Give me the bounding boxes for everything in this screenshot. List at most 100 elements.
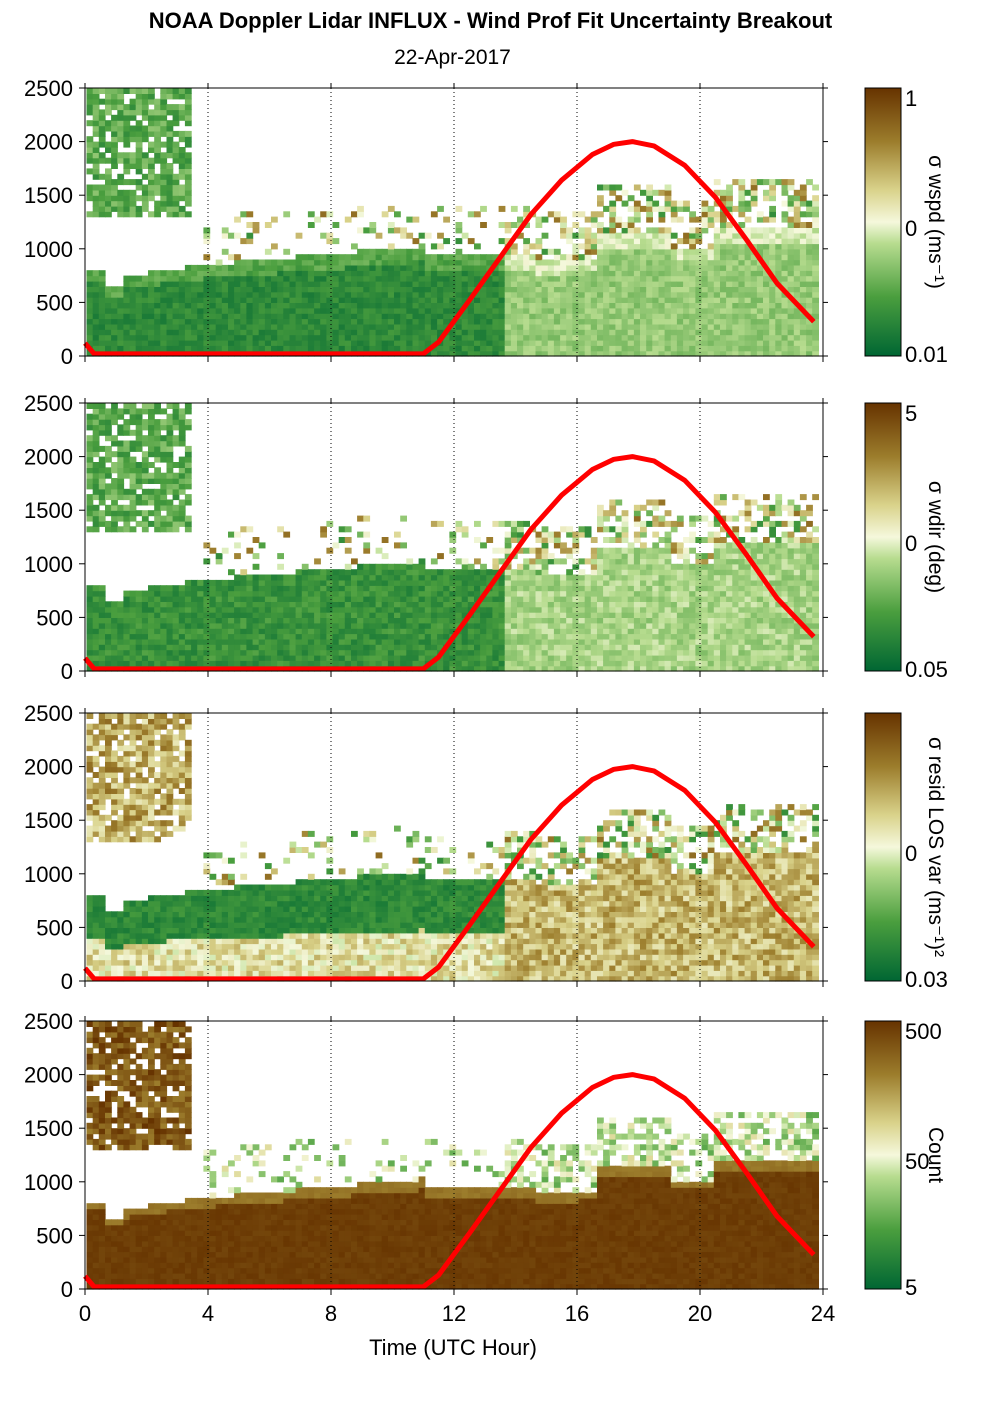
heatmap-cell xyxy=(289,612,297,618)
heatmap-cell xyxy=(166,205,174,212)
heatmap-cell xyxy=(117,297,125,303)
heatmap-cell xyxy=(609,313,617,320)
heatmap-cell xyxy=(86,456,94,463)
heatmap-cell xyxy=(510,665,518,672)
heatmap-cell xyxy=(695,350,703,357)
heatmap-cell xyxy=(332,286,340,293)
heatmap-cell xyxy=(166,504,174,511)
heatmap-cell xyxy=(381,633,389,640)
heatmap-cell xyxy=(763,270,770,277)
heatmap-cell xyxy=(756,297,764,303)
heatmap-cell xyxy=(455,660,463,667)
heatmap-cell xyxy=(553,617,561,624)
heatmap-cell xyxy=(658,307,666,314)
heatmap-cell xyxy=(627,307,635,314)
heatmap-cell xyxy=(184,152,192,159)
heatmap-cell xyxy=(492,520,500,527)
heatmap-cell xyxy=(338,574,346,581)
heatmap-cell xyxy=(812,313,819,320)
heatmap-cell xyxy=(252,649,260,656)
heatmap-cell xyxy=(111,628,118,635)
heatmap-cell xyxy=(184,136,192,143)
heatmap-cell xyxy=(228,281,235,287)
heatmap-cell xyxy=(560,286,567,293)
heatmap-cell xyxy=(86,98,94,105)
heatmap-cell xyxy=(750,238,758,245)
heatmap-cell xyxy=(135,612,143,618)
heatmap-cell xyxy=(246,291,254,298)
heatmap-cell xyxy=(98,211,106,218)
heatmap-cell xyxy=(141,649,149,656)
heatmap-cell xyxy=(320,638,327,645)
heatmap-cell xyxy=(332,318,340,325)
heatmap-cell xyxy=(369,569,377,576)
heatmap-cell xyxy=(117,617,125,624)
heatmap-cell xyxy=(510,307,518,314)
heatmap-cell xyxy=(750,302,758,309)
heatmap-cell xyxy=(584,238,592,245)
heatmap-cell xyxy=(123,660,131,667)
heatmap-cell xyxy=(172,130,180,137)
heatmap-cell xyxy=(98,419,106,426)
heatmap-cell xyxy=(301,569,309,576)
heatmap-cell xyxy=(98,157,106,164)
heatmap-cell xyxy=(228,622,235,629)
heatmap-cell xyxy=(351,264,358,271)
heatmap-cell xyxy=(283,633,291,640)
heatmap-cell xyxy=(141,189,149,196)
heatmap-cell xyxy=(332,633,340,640)
heatmap-cell xyxy=(578,558,586,565)
heatmap-cell xyxy=(646,318,653,325)
heatmap-cell xyxy=(621,200,629,207)
heatmap-cell xyxy=(117,628,125,635)
heatmap-cell xyxy=(369,644,377,651)
heatmap-cell xyxy=(738,254,746,261)
heatmap-cell xyxy=(480,601,487,608)
heatmap-cell xyxy=(424,307,432,314)
heatmap-cell xyxy=(394,579,401,586)
heatmap-cell xyxy=(117,462,125,468)
heatmap-cell xyxy=(781,216,789,223)
heatmap-cell xyxy=(289,323,297,330)
heatmap-cell xyxy=(117,211,125,218)
heatmap-cell xyxy=(166,184,174,191)
heatmap-cell xyxy=(603,291,610,298)
heatmap-cell xyxy=(283,649,291,656)
heatmap-cell xyxy=(406,579,414,586)
heatmap-cell xyxy=(474,318,481,325)
heatmap-cell xyxy=(689,275,696,282)
heatmap-cell xyxy=(166,334,174,341)
heatmap-cell xyxy=(486,339,494,346)
heatmap-cell xyxy=(258,264,266,271)
heatmap-cell xyxy=(375,329,383,336)
heatmap-cell xyxy=(394,313,401,320)
heatmap-cell xyxy=(763,334,770,341)
heatmap-cell xyxy=(683,297,690,303)
heatmap-cell xyxy=(375,617,383,624)
heatmap-cell xyxy=(517,601,524,608)
heatmap-cell xyxy=(707,339,715,346)
heatmap-cell xyxy=(111,408,118,415)
heatmap-cell xyxy=(467,238,475,245)
heatmap-cell xyxy=(652,345,660,352)
heatmap-cell xyxy=(160,472,168,479)
heatmap-cell xyxy=(504,601,512,608)
heatmap-cell xyxy=(98,660,106,667)
heatmap-cell xyxy=(492,270,500,277)
heatmap-cell xyxy=(394,329,401,336)
heatmap-cell xyxy=(221,612,229,618)
heatmap-cell xyxy=(756,318,764,325)
heatmap-cell xyxy=(658,238,666,245)
heatmap-cell xyxy=(172,157,180,164)
heatmap-cell xyxy=(123,403,131,409)
heatmap-cell xyxy=(590,318,598,325)
heatmap-cell xyxy=(172,147,180,153)
heatmap-cell xyxy=(166,211,174,218)
heatmap-cell xyxy=(221,232,229,239)
heatmap-cell xyxy=(658,264,666,271)
heatmap-cell xyxy=(172,297,180,303)
heatmap-cell xyxy=(455,275,463,282)
heatmap-cell xyxy=(517,291,524,298)
heatmap-cell xyxy=(523,601,530,608)
heatmap-cell xyxy=(178,488,186,495)
